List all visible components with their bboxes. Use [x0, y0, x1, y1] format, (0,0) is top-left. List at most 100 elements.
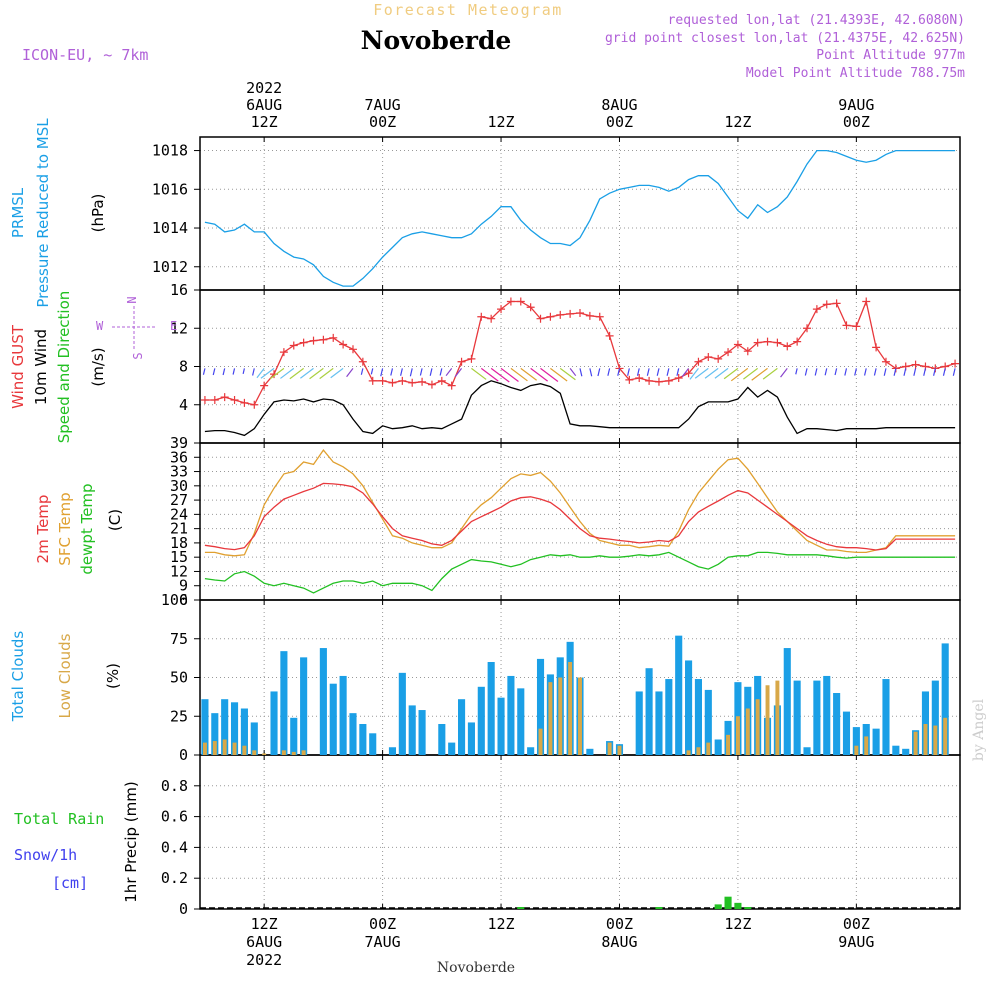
wind-gust-line-marker [497, 305, 506, 314]
total-cloud-bar [921, 691, 930, 755]
total-cloud-bar [665, 679, 673, 755]
total-cloud-bar [487, 662, 495, 755]
low-cloud-bar [212, 741, 217, 755]
total-cloud-bar [280, 651, 288, 755]
chart-overtitle: Forecast Meteogram [373, 1, 563, 19]
total-cloud-bar [803, 747, 811, 755]
wind-direction-arrow [723, 367, 739, 380]
total-cloud-bar [823, 675, 831, 755]
requested-coords: requested lon,lat (21.4393E, 42.6080N) [668, 13, 965, 28]
low-cloud-bar [755, 699, 760, 755]
wind-gust-line-marker [872, 343, 881, 352]
low-cloud-bar [854, 745, 859, 755]
wind-direction-arrow [834, 368, 838, 376]
total-cloud-bar [655, 691, 663, 755]
y-tick-label: 0.6 [161, 808, 188, 826]
y-tick-label: 0.4 [161, 838, 188, 856]
total-cloud-bar [714, 739, 722, 755]
wind-direction-arrow [222, 368, 226, 376]
compass-south: S [131, 352, 145, 359]
wind-gust-line-marker [822, 300, 831, 309]
wind-direction-arrow [360, 368, 364, 375]
total-cloud-bar [270, 691, 278, 755]
y-tick-label: 16 [170, 281, 188, 299]
total-cloud-bar [240, 708, 248, 755]
total-cloud-bar [685, 660, 693, 755]
total-cloud-bar [833, 693, 841, 755]
total-cloud-bar [339, 675, 347, 755]
top-time-label: 8AUG [601, 96, 637, 114]
temp-unit: (C) [106, 509, 124, 531]
total-cloud-bar [635, 691, 643, 755]
wind-direction-arrow [471, 367, 487, 380]
wind-gust-line-marker [378, 376, 387, 385]
wind-gust-line-marker [664, 376, 673, 385]
wind-gust-line-marker [437, 376, 446, 385]
wind-direction-arrow [480, 367, 499, 382]
low-cloud-bar [301, 750, 306, 755]
top-time-label: 7AUG [365, 96, 401, 114]
total-cloud-bar [458, 699, 466, 755]
wind-direction-arrow [520, 367, 537, 381]
wind-direction-arrow [280, 367, 295, 379]
total-cloud-bar [842, 711, 851, 755]
wind-direction-arrow [704, 367, 719, 379]
wind-gust-line-marker [585, 311, 594, 320]
wind-gust-line-marker [763, 337, 772, 346]
rain-bar [517, 907, 525, 909]
low-cloud-bar [943, 717, 948, 755]
y-tick-label: 6 [179, 591, 188, 609]
wind-gust-line-marker [516, 297, 525, 306]
wind-direction-arrow [893, 368, 897, 376]
wind-gust-line-marker [408, 378, 417, 387]
bottom-time-label: 2022 [246, 951, 282, 969]
y-tick-label: 27 [170, 491, 188, 509]
low-cloud-bar [548, 682, 553, 755]
low-cloud-bar [765, 685, 770, 755]
wind-speed-line [204, 380, 956, 437]
bottom-time-label: 12Z [724, 915, 751, 933]
wind-gust-line-marker [250, 400, 259, 409]
pressure-unit: (hPa) [89, 194, 107, 233]
chart-title: Novoberde [361, 26, 512, 55]
y-tick-label: 4 [179, 396, 188, 414]
wind-gust-line-marker [546, 312, 555, 321]
bottom-time-label: 12Z [487, 915, 514, 933]
wind-gust-line-marker [674, 373, 683, 382]
wind-gust-line-marker [427, 380, 436, 389]
y-tick-label: 36 [170, 448, 188, 466]
wind-gust-line-marker [220, 393, 229, 402]
low-cloud-bar [232, 742, 237, 755]
top-time-label: 00Z [606, 113, 633, 131]
snow-label: Snow/1h [14, 846, 77, 864]
rain-bar [714, 904, 722, 909]
y-tick-label: 1012 [152, 258, 188, 276]
wind-direction-arrow [319, 367, 334, 380]
wind-gust-line-marker [862, 297, 871, 306]
wind-gust-line-marker [852, 322, 861, 331]
compass-west: W [96, 319, 104, 333]
low-cloud-bar [745, 708, 750, 755]
wind-gust-line-marker [348, 345, 357, 354]
total-cloud-bar [300, 657, 308, 755]
wind-gust-line-marker [230, 395, 239, 404]
temp-2m-label: 2m Temp [34, 495, 52, 564]
y-tick-label: 0.8 [161, 777, 188, 795]
bottom-time-label: 9AUG [838, 933, 874, 951]
total-cloud-bar [536, 658, 545, 755]
wind-direction-arrow [330, 367, 344, 379]
total-cloud-bar [290, 717, 298, 755]
wind-gust-line-marker [951, 359, 960, 368]
wind-gust-line-marker [447, 381, 456, 390]
low-cloud-bar [242, 745, 247, 755]
y-tick-label: 21 [170, 520, 188, 538]
wind-gust-line-marker [566, 309, 575, 318]
compass-cross [112, 306, 156, 350]
wind-direction-arrow [751, 367, 768, 381]
wind-gust-line-marker [487, 314, 496, 323]
top-time-label: 12Z [487, 113, 514, 131]
wind-direction-arrow [883, 368, 887, 376]
wind-direction-arrow [380, 368, 384, 377]
total-cloud-bar [517, 688, 525, 755]
wind-direction-arrow [540, 367, 559, 382]
